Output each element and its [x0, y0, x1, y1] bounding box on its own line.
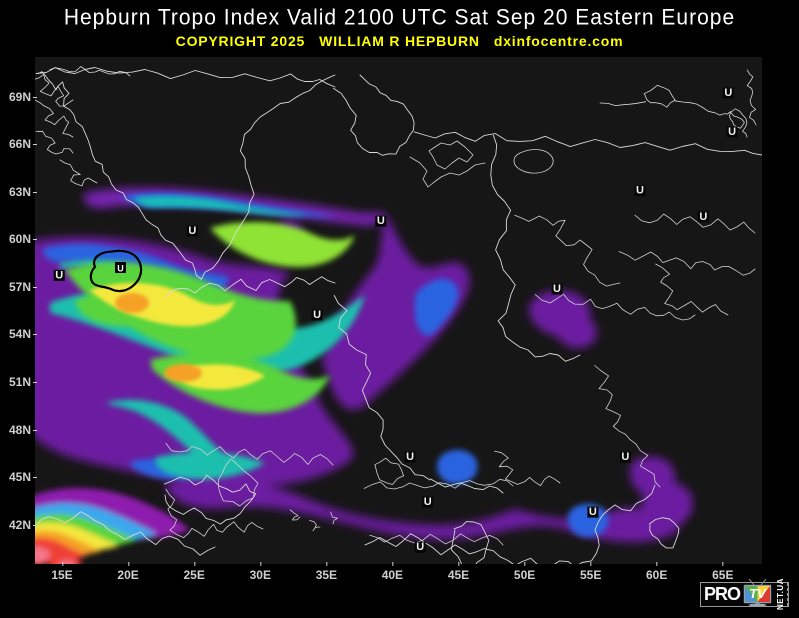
svg-text:U: U — [188, 225, 196, 237]
svg-text:U: U — [589, 506, 597, 518]
svg-text:U: U — [699, 211, 707, 223]
svg-text:U: U — [55, 269, 63, 281]
svg-text:U: U — [377, 215, 385, 227]
svg-text:TV: TV — [749, 586, 767, 601]
svg-text:U: U — [117, 264, 124, 274]
svg-text:U: U — [416, 541, 424, 553]
svg-text:U: U — [553, 283, 561, 295]
svg-text:U: U — [406, 451, 414, 463]
svg-text:U: U — [636, 185, 644, 197]
svg-text:U: U — [313, 309, 321, 321]
svg-text:U: U — [621, 451, 629, 463]
svg-text:U: U — [724, 87, 732, 99]
svg-text:U: U — [728, 126, 736, 138]
svg-text:U: U — [424, 496, 432, 508]
